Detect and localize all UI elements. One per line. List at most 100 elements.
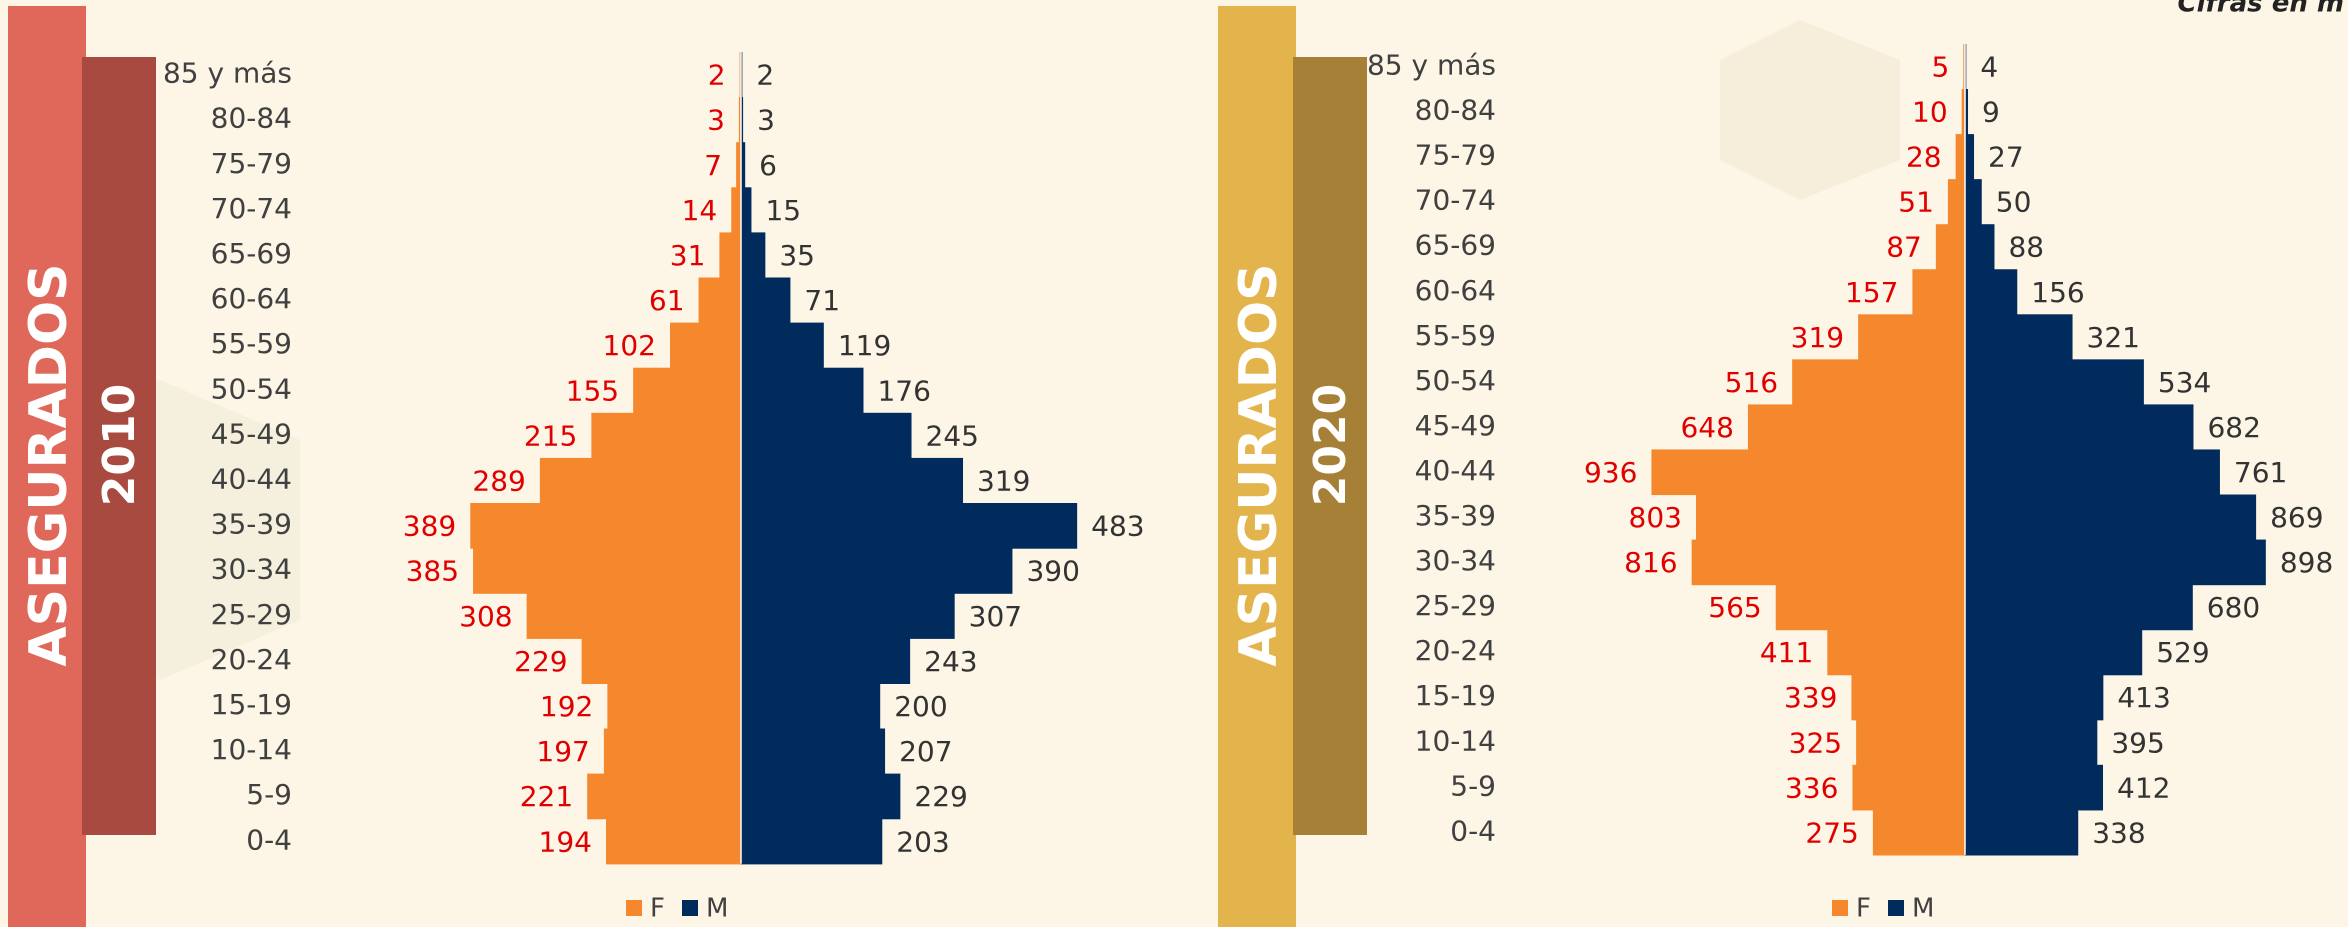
- data-label: 2: [708, 59, 726, 92]
- data-label: 71: [804, 284, 840, 317]
- bar: [587, 773, 741, 820]
- data-label: 413: [2117, 681, 2170, 714]
- category-label: 75-79: [211, 147, 292, 180]
- category-label: 75-79: [1415, 139, 1496, 172]
- data-label: 157: [1845, 276, 1898, 309]
- data-label: 395: [2111, 726, 2164, 759]
- bar: [731, 187, 741, 233]
- category-label: 15-19: [211, 688, 292, 721]
- data-label: 936: [1584, 456, 1637, 489]
- bar: [741, 187, 752, 233]
- data-label: 215: [524, 419, 577, 452]
- bar: [1965, 809, 2079, 856]
- data-label: 385: [406, 555, 459, 588]
- data-label: 87: [1886, 231, 1922, 264]
- bar: [526, 593, 741, 639]
- data-label: 229: [914, 780, 967, 813]
- bar: [1872, 809, 1965, 856]
- data-label: 307: [969, 600, 1022, 633]
- bar: [1965, 269, 2018, 315]
- data-label: 648: [1680, 411, 1733, 444]
- decor: [1720, 20, 1900, 200]
- bar: [1965, 494, 2257, 541]
- data-label: 338: [2092, 816, 2145, 849]
- data-label: 243: [924, 645, 977, 678]
- category-label: 40-44: [1415, 454, 1496, 487]
- bar: [473, 548, 741, 594]
- category-label: 80-84: [1415, 94, 1496, 127]
- data-label: 336: [1785, 771, 1838, 804]
- bar: [1856, 719, 1965, 766]
- bar: [1965, 134, 1975, 180]
- category-label: 60-64: [211, 282, 292, 315]
- data-label: 483: [1091, 510, 1144, 543]
- bar: [1695, 494, 1965, 541]
- bar: [741, 728, 886, 775]
- category-label: 85 y más: [163, 57, 292, 90]
- bar: [581, 638, 741, 684]
- bar: [1965, 629, 2143, 676]
- data-label: 6: [759, 149, 777, 182]
- bar: [1965, 314, 2073, 360]
- bar: [741, 548, 1013, 594]
- data-label: 682: [2207, 411, 2260, 444]
- category-label: 35-39: [211, 508, 292, 541]
- bar: [591, 412, 741, 459]
- bar: [738, 97, 741, 143]
- side-inner-band: [82, 57, 156, 835]
- data-label: 529: [2156, 636, 2209, 669]
- side-title: ASEGURADOS: [1229, 263, 1289, 666]
- data-label: 390: [1026, 555, 1079, 588]
- data-label: 197: [536, 735, 589, 768]
- bar: [1947, 179, 1965, 225]
- bar: [670, 322, 741, 369]
- data-label: 200: [894, 690, 947, 723]
- legend-swatch: [1832, 900, 1848, 916]
- category-label: 10-14: [1415, 724, 1496, 757]
- bar: [1965, 89, 1969, 135]
- category-label: 10-14: [211, 733, 292, 766]
- data-label: 761: [2234, 456, 2287, 489]
- bar: [741, 232, 766, 279]
- bar: [1955, 134, 1965, 180]
- bar: [607, 683, 741, 730]
- data-label: 816: [1624, 546, 1677, 579]
- bar: [603, 728, 741, 775]
- data-label: 203: [896, 825, 949, 858]
- legend-swatch: [1888, 900, 1904, 916]
- bar: [605, 818, 741, 865]
- data-label: 50: [1996, 186, 2032, 219]
- category-label: 0-4: [1450, 814, 1496, 847]
- bar: [741, 97, 744, 143]
- bar: [1961, 89, 1965, 135]
- bar: [1963, 44, 1965, 90]
- category-label: 25-29: [1415, 589, 1496, 622]
- side-band: [8, 6, 86, 927]
- category-label: 45-49: [1415, 409, 1496, 442]
- category-label: 85 y más: [1367, 49, 1496, 82]
- bar: [1792, 359, 1965, 405]
- side-inner-band: [1293, 57, 1367, 835]
- data-label: 155: [566, 374, 619, 407]
- data-label: 275: [1805, 816, 1858, 849]
- legend-swatch: [682, 900, 698, 916]
- data-label: 102: [603, 329, 656, 362]
- legend-label: M: [706, 894, 728, 924]
- bar: [741, 142, 746, 188]
- bar: [698, 277, 741, 324]
- data-label: 192: [540, 690, 593, 723]
- data-label: 803: [1629, 501, 1682, 534]
- data-label: 156: [2031, 276, 2084, 309]
- data-label: 319: [1791, 321, 1844, 354]
- bar: [719, 232, 741, 279]
- side-year: 2010: [94, 384, 145, 506]
- data-label: 565: [1708, 591, 1761, 624]
- bar: [741, 412, 912, 459]
- legend-label: F: [1856, 894, 1871, 924]
- bar: [633, 367, 741, 414]
- category-label: 60-64: [1415, 274, 1496, 307]
- data-label: 15: [765, 194, 801, 227]
- data-label: 35: [779, 239, 815, 272]
- category-label: 5-9: [246, 778, 292, 811]
